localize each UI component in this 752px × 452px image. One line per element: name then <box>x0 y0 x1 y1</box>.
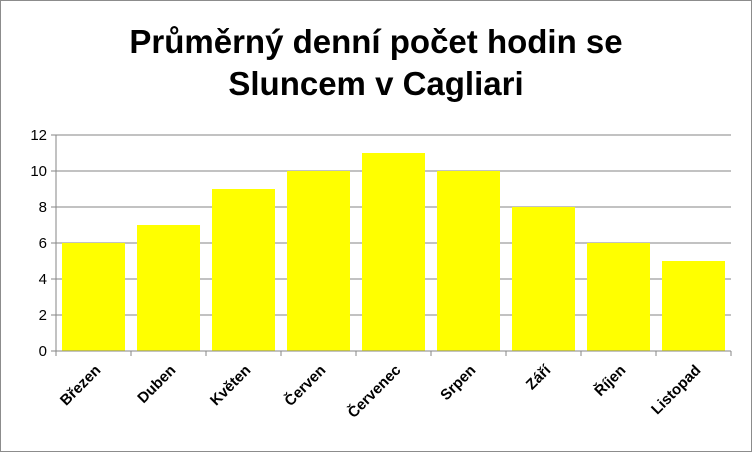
bar <box>587 243 650 351</box>
y-tick-label: 10 <box>30 163 47 180</box>
x-tick-label: Květen <box>207 362 254 409</box>
x-tick-label: Říjen <box>591 361 630 400</box>
y-tick-label: 12 <box>30 127 47 144</box>
bar <box>137 225 200 351</box>
x-tick-label: Srpen <box>437 362 479 404</box>
bar <box>212 189 275 351</box>
y-tick-label: 0 <box>39 343 47 360</box>
chart-title-line-1: Průměrný denní počet hodin se <box>129 23 623 60</box>
x-tick-label: Duben <box>134 362 179 407</box>
bar <box>662 261 725 351</box>
x-tick-label: Listopad <box>648 362 704 418</box>
y-tick-label: 4 <box>39 271 47 288</box>
bar <box>62 243 125 351</box>
x-tick-label: Březen <box>57 362 104 409</box>
chart-title: Průměrný denní počet hodin se Sluncem v … <box>1 21 751 105</box>
bar <box>287 171 350 351</box>
bar <box>437 171 500 351</box>
chart-title-line-2: Sluncem v Cagliari <box>228 65 524 102</box>
bar <box>362 153 425 351</box>
x-tick-label: Září <box>523 361 555 393</box>
x-tick-label: Červenec <box>344 361 404 421</box>
x-tick-label: Červen <box>281 361 330 410</box>
y-tick-label: 8 <box>39 199 47 216</box>
y-tick-label: 6 <box>39 235 47 252</box>
bar <box>512 207 575 351</box>
y-tick-label: 2 <box>39 307 47 324</box>
